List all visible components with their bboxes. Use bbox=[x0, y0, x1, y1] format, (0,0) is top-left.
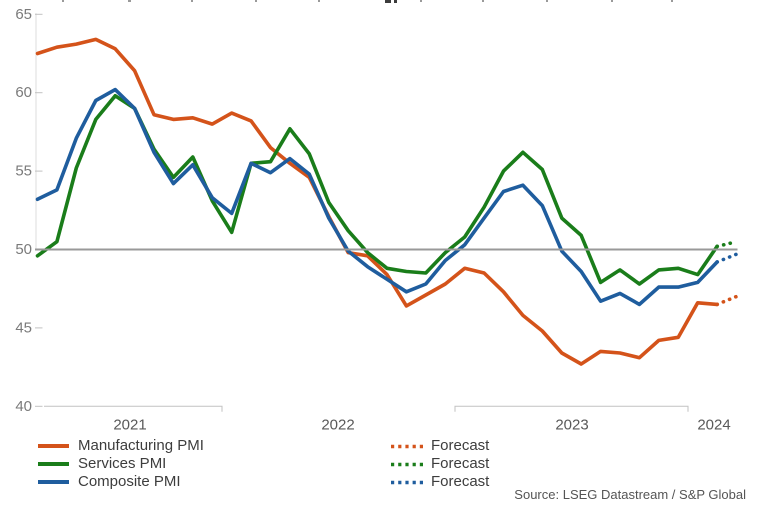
composite-dotted-swatch bbox=[391, 480, 423, 484]
legend-forecast: Forecast Forecast Forecast bbox=[390, 437, 489, 491]
clipped-title-mark bbox=[394, 0, 397, 3]
legend-item-forecast-manufacturing: Forecast bbox=[390, 437, 489, 455]
services-line-swatch bbox=[38, 462, 69, 466]
legend-item-composite: Composite PMI bbox=[38, 473, 204, 491]
legend-item-forecast-services: Forecast bbox=[390, 455, 489, 473]
services-dotted-swatch bbox=[391, 462, 423, 466]
legend-label-composite: Composite PMI bbox=[78, 473, 181, 490]
legend-label-forecast-composite: Forecast bbox=[431, 473, 490, 490]
y-tick-label: 40 bbox=[15, 398, 32, 415]
clipped-title-mark bbox=[482, 0, 484, 2]
y-tick-label: 45 bbox=[15, 319, 32, 336]
x-axis-segment-2023 bbox=[454, 405, 689, 412]
manufacturing-dotted-swatch bbox=[391, 444, 423, 448]
series-lines bbox=[35, 37, 739, 366]
legend-item-services: Services PMI bbox=[38, 455, 204, 473]
services-pmi-line bbox=[35, 94, 719, 286]
legend-item-manufacturing: Manufacturing PMI bbox=[38, 437, 204, 455]
year-label: 2024 bbox=[697, 416, 730, 432]
y-axis: 65 60 55 50 45 40 bbox=[15, 6, 43, 415]
clipped-title-mark bbox=[62, 0, 64, 2]
year-label: 2022 bbox=[321, 416, 354, 432]
clipped-title-fragments bbox=[62, 0, 673, 3]
clipped-title-mark bbox=[546, 0, 548, 2]
source-note: Source: LSEG Datastream / S&P Global bbox=[514, 487, 746, 502]
manufacturing-pmi-forecast-line bbox=[715, 294, 739, 307]
composite-pmi-line bbox=[35, 87, 719, 307]
y-tick-label: 65 bbox=[15, 6, 32, 23]
y-tick-label: 60 bbox=[15, 84, 32, 101]
clipped-title-mark bbox=[255, 0, 257, 2]
clipped-title-mark bbox=[671, 0, 673, 2]
year-label: 2023 bbox=[555, 416, 588, 432]
clipped-title-mark bbox=[420, 0, 422, 2]
legend-label-forecast-manufacturing: Forecast bbox=[431, 437, 490, 454]
x-axis-segment-2021 bbox=[44, 405, 223, 412]
services-pmi-forecast-line bbox=[715, 239, 739, 249]
legend-series: Manufacturing PMI Services PMI Composite… bbox=[38, 437, 204, 491]
x-axis: 2021 2022 2023 2024 bbox=[44, 405, 731, 432]
clipped-title-mark bbox=[385, 0, 391, 3]
composite-line-swatch bbox=[38, 480, 69, 484]
manufacturing-pmi-line bbox=[35, 37, 719, 366]
pmi-chart-svg: 65 60 55 50 45 40 2021 2022 2023 2024 bbox=[15, 0, 739, 432]
legend-item-forecast-composite: Forecast bbox=[390, 473, 489, 491]
composite-pmi-forecast-line bbox=[715, 252, 739, 264]
legend-label-manufacturing: Manufacturing PMI bbox=[78, 437, 204, 454]
clipped-title-mark bbox=[191, 0, 193, 2]
legend-label-services: Services PMI bbox=[78, 455, 167, 472]
year-label: 2021 bbox=[113, 416, 146, 432]
clipped-title-mark bbox=[611, 0, 613, 2]
manufacturing-line-swatch bbox=[38, 444, 69, 448]
y-tick-label: 55 bbox=[15, 163, 32, 180]
legend-label-forecast-services: Forecast bbox=[431, 455, 490, 472]
y-tick-label: 50 bbox=[15, 241, 32, 258]
clipped-title-mark bbox=[128, 0, 131, 2]
clipped-title-mark bbox=[318, 0, 320, 2]
